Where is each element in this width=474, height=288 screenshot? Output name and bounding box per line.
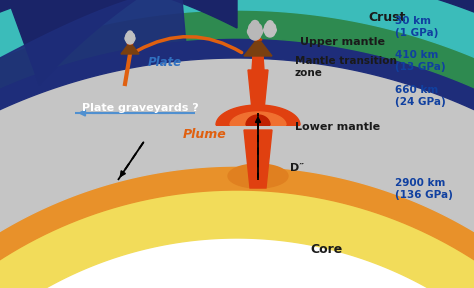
- Text: Crust: Crust: [368, 11, 405, 24]
- Text: 660 km
(24 GPa): 660 km (24 GPa): [395, 86, 446, 107]
- Polygon shape: [0, 0, 187, 288]
- Polygon shape: [0, 58, 474, 288]
- Polygon shape: [127, 41, 133, 44]
- Circle shape: [265, 23, 273, 31]
- Polygon shape: [252, 56, 264, 70]
- Circle shape: [129, 33, 135, 39]
- Polygon shape: [252, 47, 264, 70]
- Polygon shape: [0, 0, 237, 85]
- Text: Mantle transition
zone: Mantle transition zone: [295, 56, 397, 78]
- Circle shape: [265, 27, 275, 37]
- Polygon shape: [121, 42, 139, 54]
- Polygon shape: [228, 164, 288, 188]
- Polygon shape: [246, 115, 270, 125]
- Text: Upper mantle: Upper mantle: [300, 37, 385, 47]
- Circle shape: [126, 36, 134, 44]
- Text: 30 km
(1 GPa): 30 km (1 GPa): [395, 16, 438, 38]
- Polygon shape: [0, 0, 3, 287]
- Text: Plate: Plate: [148, 56, 182, 69]
- Circle shape: [126, 33, 133, 39]
- Polygon shape: [230, 112, 286, 125]
- Circle shape: [264, 26, 271, 34]
- Circle shape: [125, 35, 131, 41]
- Polygon shape: [0, 188, 474, 288]
- Polygon shape: [244, 130, 272, 188]
- Polygon shape: [216, 105, 300, 125]
- Polygon shape: [0, 38, 474, 288]
- Text: Core: Core: [310, 243, 342, 256]
- Text: Plate graveyards ?: Plate graveyards ?: [82, 103, 199, 113]
- Circle shape: [254, 27, 263, 36]
- Circle shape: [267, 21, 273, 27]
- Circle shape: [129, 35, 135, 41]
- Text: Plume: Plume: [183, 128, 227, 141]
- Circle shape: [269, 26, 276, 34]
- Polygon shape: [0, 164, 474, 288]
- Polygon shape: [0, 10, 474, 288]
- Polygon shape: [244, 38, 272, 56]
- Circle shape: [253, 24, 262, 32]
- Text: 2900 km
(136 GPa): 2900 km (136 GPa): [395, 178, 453, 200]
- Circle shape: [249, 23, 259, 33]
- Circle shape: [251, 20, 259, 28]
- Circle shape: [247, 27, 256, 36]
- Circle shape: [128, 31, 133, 36]
- Polygon shape: [0, 178, 474, 288]
- Polygon shape: [254, 36, 262, 40]
- Polygon shape: [0, 166, 474, 288]
- Circle shape: [249, 28, 261, 40]
- Circle shape: [268, 24, 275, 31]
- Text: D″: D″: [290, 163, 304, 173]
- Text: Lower mantle: Lower mantle: [295, 122, 380, 132]
- Text: 410 km
(13 GPa): 410 km (13 GPa): [395, 50, 446, 72]
- Polygon shape: [248, 70, 268, 110]
